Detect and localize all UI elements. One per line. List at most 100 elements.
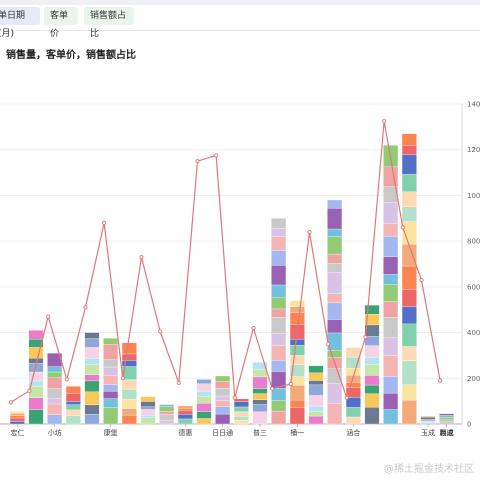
- bar-segment: [196, 383, 212, 392]
- x-tick-label: 百速: [440, 429, 454, 437]
- bar-segment: [65, 404, 81, 411]
- bar-segment: [289, 338, 305, 346]
- bar-segment: [84, 374, 100, 382]
- x-tick-label: 涵合: [346, 428, 360, 437]
- bar-segment: [364, 393, 380, 408]
- bar-segment: [271, 265, 287, 286]
- bar-segment: [271, 333, 287, 346]
- tab-sales-share[interactable]: 销售额占比: [84, 7, 134, 39]
- x-tick-label: 顺成: [440, 428, 454, 437]
- bar-segment: [327, 208, 343, 230]
- tab-avg-price[interactable]: 客单价: [44, 7, 78, 39]
- bar-segment: [289, 407, 305, 425]
- bar-segment: [420, 420, 436, 423]
- bar-segment: [103, 338, 119, 345]
- bar-segment: [196, 379, 212, 384]
- bar-segment: [103, 344, 119, 360]
- bar-segment: [9, 415, 25, 419]
- bar-segment: [289, 312, 305, 325]
- bar-segment: [84, 364, 100, 375]
- bar-segment: [327, 319, 343, 334]
- bar-segment: [383, 222, 399, 237]
- x-tick-label: 德惠: [178, 428, 192, 437]
- bar-segment: [271, 410, 287, 425]
- bar-segment: [177, 418, 193, 425]
- bar-segment: [271, 227, 287, 237]
- bar-segment: [383, 256, 399, 275]
- bar-segment: [28, 330, 44, 340]
- bar-segment: [401, 154, 417, 175]
- bar-segment: [327, 199, 343, 209]
- bar-segment: [401, 306, 417, 325]
- bar-segment: [420, 419, 436, 422]
- bar-segment: [47, 371, 63, 378]
- bar-segment: [289, 300, 305, 307]
- bar-segment: [401, 265, 417, 290]
- bar-segment: [289, 345, 305, 356]
- bar-segment: [252, 399, 268, 405]
- bar-segment: [364, 407, 380, 425]
- bar-segment: [177, 410, 193, 415]
- y-tick-label: 1200: [467, 146, 480, 154]
- bar-segment: [271, 345, 287, 361]
- bar-segment: [327, 293, 343, 304]
- bar-segment: [65, 409, 81, 416]
- toolbar-divider: [0, 30, 480, 31]
- bar-segment: [271, 250, 287, 266]
- bar-segment: [28, 371, 44, 382]
- bar-segment: [252, 376, 268, 389]
- bar-segment: [308, 415, 324, 425]
- bar-segment: [383, 301, 399, 318]
- bar-segment: [401, 323, 417, 347]
- bar-segment: [9, 417, 25, 422]
- y-tick-label: 1000: [467, 192, 480, 200]
- x-tick-label: 康堡: [104, 428, 118, 437]
- bar-segment: [308, 372, 324, 381]
- bar-segment: [140, 415, 156, 418]
- bar-segment: [271, 388, 287, 401]
- bar-segment: [196, 402, 212, 412]
- x-tick-label: 起成: [440, 428, 454, 437]
- bar-segment: [47, 414, 63, 425]
- bar-segment: [159, 404, 175, 407]
- bar-segment: [233, 416, 249, 421]
- bar-segment: [364, 356, 380, 365]
- bar-segment: [271, 236, 287, 251]
- bar-segment: [215, 381, 231, 389]
- line-point: [64, 377, 69, 382]
- bar-segment: [327, 403, 343, 425]
- bar-segment: [252, 369, 268, 378]
- bar-segment: [401, 289, 417, 307]
- line-point: [419, 277, 424, 283]
- bar-segment: [271, 218, 287, 229]
- bar-segment: [84, 332, 100, 339]
- bar-segment: [364, 364, 380, 376]
- bar-segment: [103, 384, 119, 392]
- bar-segment: [439, 420, 455, 425]
- bar-segment: [289, 306, 305, 313]
- bar-segment: [196, 390, 212, 397]
- tab-date-month[interactable]: 单日期(月): [0, 7, 40, 39]
- bar-segment: [121, 342, 137, 355]
- bar-segment: [401, 133, 417, 146]
- bar-segment: [383, 166, 399, 187]
- line-point: [176, 380, 181, 385]
- bar-segment: [364, 384, 380, 394]
- bar-segment: [383, 202, 399, 224]
- y-tick-label: 1400: [467, 101, 480, 109]
- bar-segment: [252, 362, 268, 371]
- line-point: [139, 255, 144, 260]
- bar-segment: [327, 253, 343, 264]
- bar-segment: [271, 400, 287, 412]
- bar-segment: [308, 384, 324, 396]
- y-tick-label: 600: [467, 283, 480, 291]
- bar-segment: [47, 352, 63, 367]
- bar-segment: [401, 174, 417, 192]
- bar-segment: [140, 417, 156, 425]
- bar-segment: [215, 406, 231, 415]
- bar-segment: [308, 365, 324, 373]
- bar-segment: [28, 397, 44, 410]
- bar-segment: [383, 392, 399, 410]
- line-point: [326, 341, 331, 347]
- bar-segment: [47, 403, 63, 415]
